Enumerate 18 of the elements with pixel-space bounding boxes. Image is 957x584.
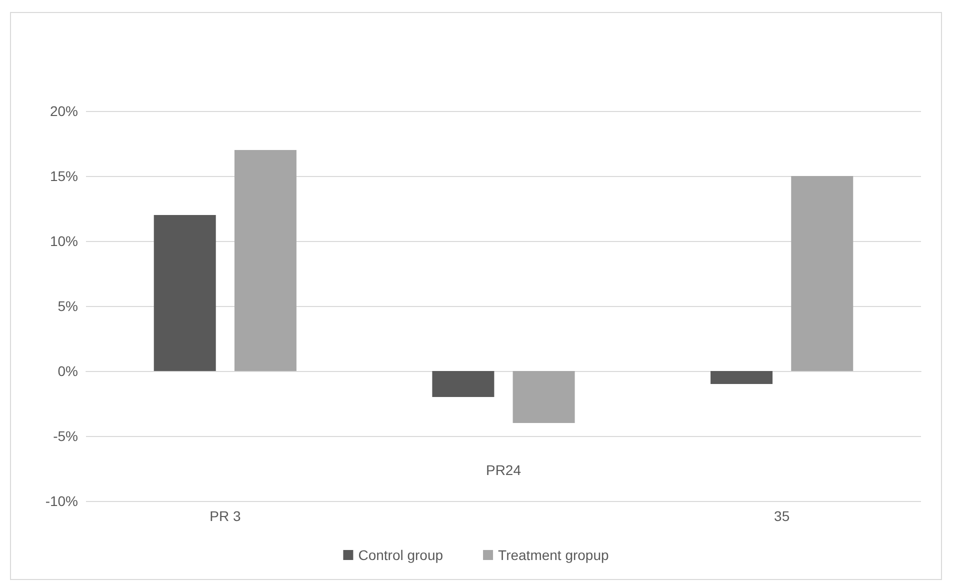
bar — [512, 371, 575, 423]
y-tick-label: 5% — [58, 298, 78, 314]
legend-label: Control group — [358, 547, 444, 563]
y-tick-label: -10% — [45, 493, 78, 509]
legend-label: Treatment gropup — [498, 547, 610, 563]
bar — [234, 150, 296, 371]
y-tick-label: -5% — [53, 428, 78, 444]
bar — [791, 176, 854, 371]
bar — [154, 215, 216, 371]
bar — [432, 371, 494, 397]
x-tick-label: PR 3 — [210, 508, 241, 524]
bar — [710, 371, 773, 384]
y-tick-label: 20% — [50, 103, 78, 119]
y-tick-label: 0% — [58, 363, 78, 379]
y-tick-label: 10% — [50, 233, 78, 249]
x-tick-label: PR24 — [486, 462, 522, 478]
x-tick-label: 35 — [774, 508, 790, 524]
y-tick-label: 15% — [50, 168, 78, 184]
